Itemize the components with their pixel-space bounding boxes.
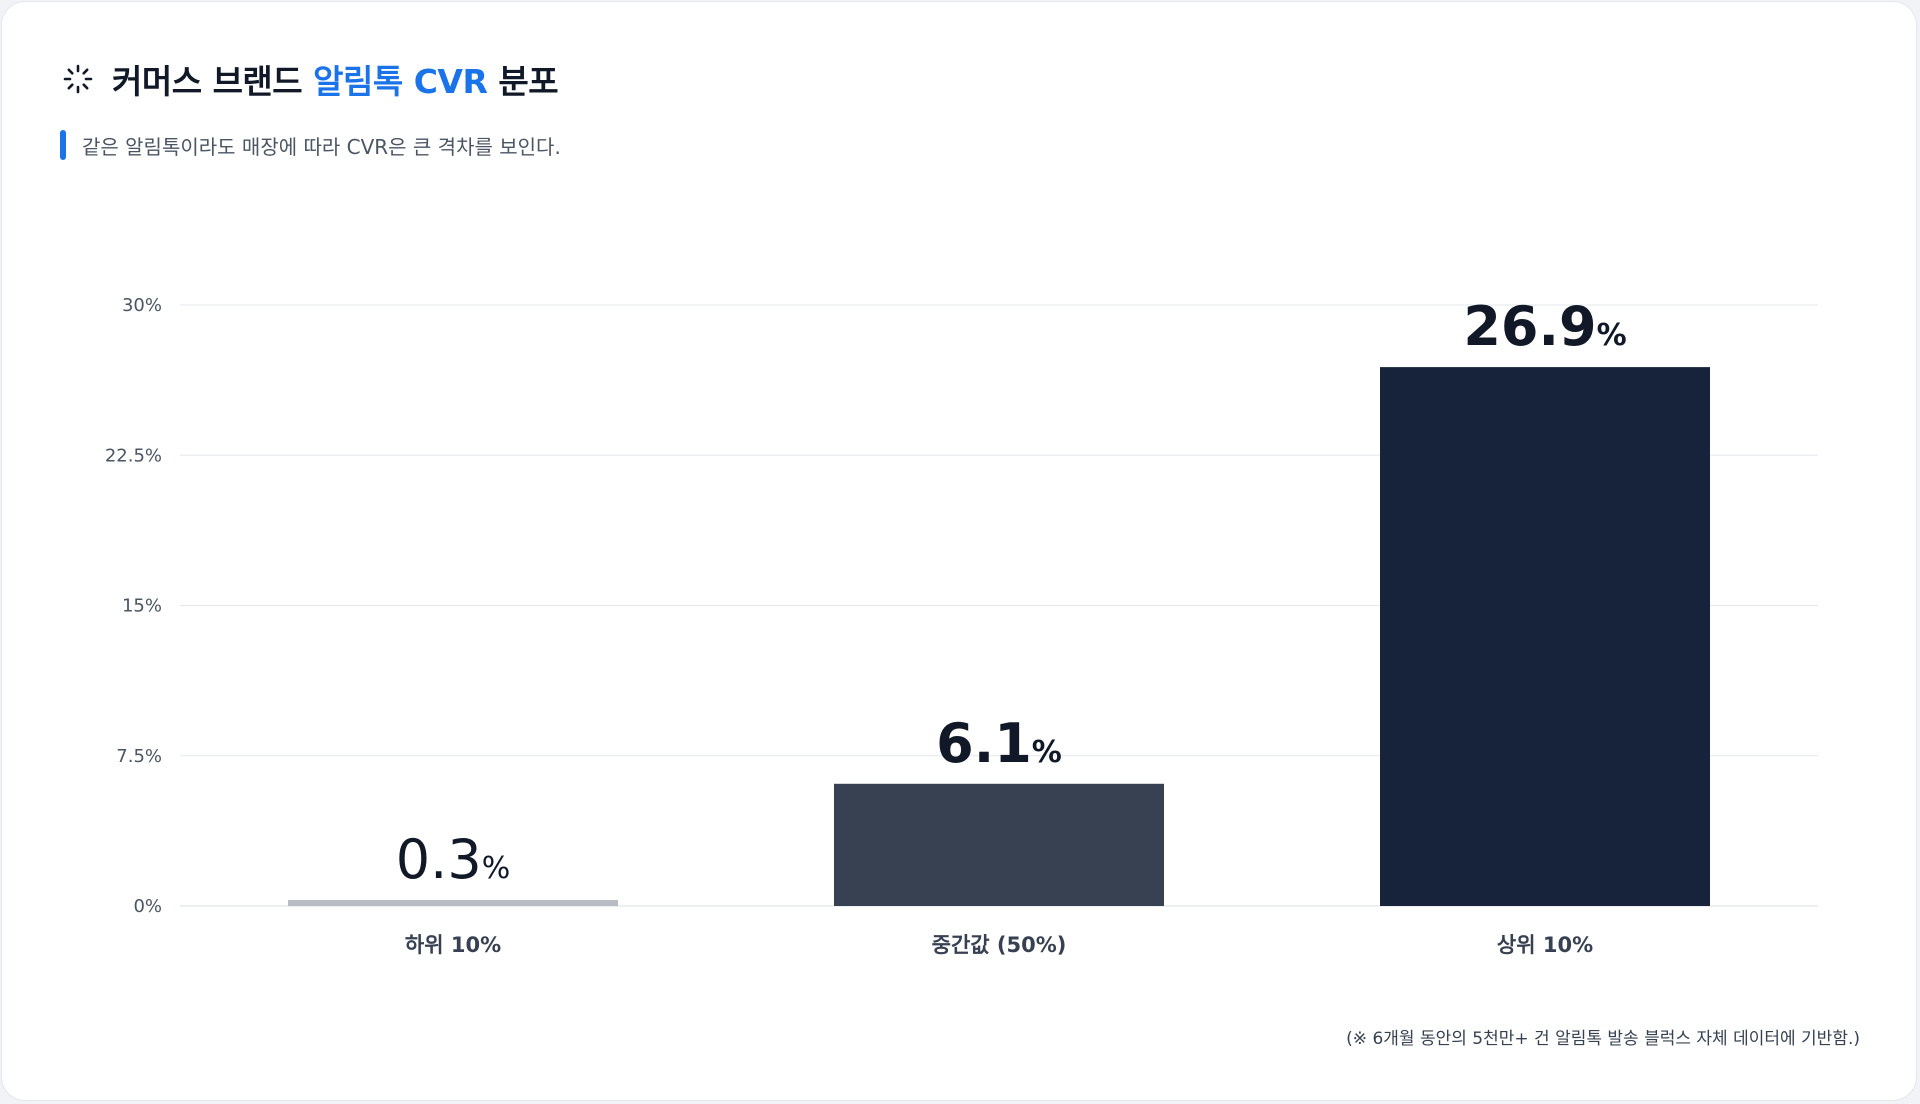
subtitle-accent-bar [60,130,66,160]
footnote: (※ 6개월 동안의 5천만+ 건 알림톡 발송 블럭스 자체 데이터에 기반함… [1346,1029,1860,1049]
x-tick-label: 상위 10% [1497,933,1593,957]
y-tick-label: 7.5% [116,746,162,767]
bar [834,783,1164,906]
title-accent: 알림톡 CVR [313,62,488,101]
data-label: 6.1% [936,712,1062,775]
spinner-icon [62,63,94,95]
bar [1380,367,1710,906]
y-tick-label: 0% [133,896,162,917]
title-row: 커머스 브랜드 알림톡 CVR 분포 [62,54,559,104]
data-label: 26.9% [1463,295,1626,358]
y-tick-label: 22.5% [105,445,162,466]
data-label: 0.3% [396,828,510,891]
bar [288,899,618,906]
y-tick-label: 15% [122,596,162,617]
x-tick-label: 중간값 (50%) [932,933,1067,957]
page-title: 커머스 브랜드 알림톡 CVR 분포 [112,62,559,101]
y-tick-label: 30% [122,295,162,316]
subtitle-row: 같은 알림톡이라도 매장에 따라 CVR은 큰 격차를 보인다. [60,130,561,160]
subtitle: 같은 알림톡이라도 매장에 따라 CVR은 큰 격차를 보인다. [82,134,561,159]
x-tick-label: 하위 10% [405,933,501,957]
